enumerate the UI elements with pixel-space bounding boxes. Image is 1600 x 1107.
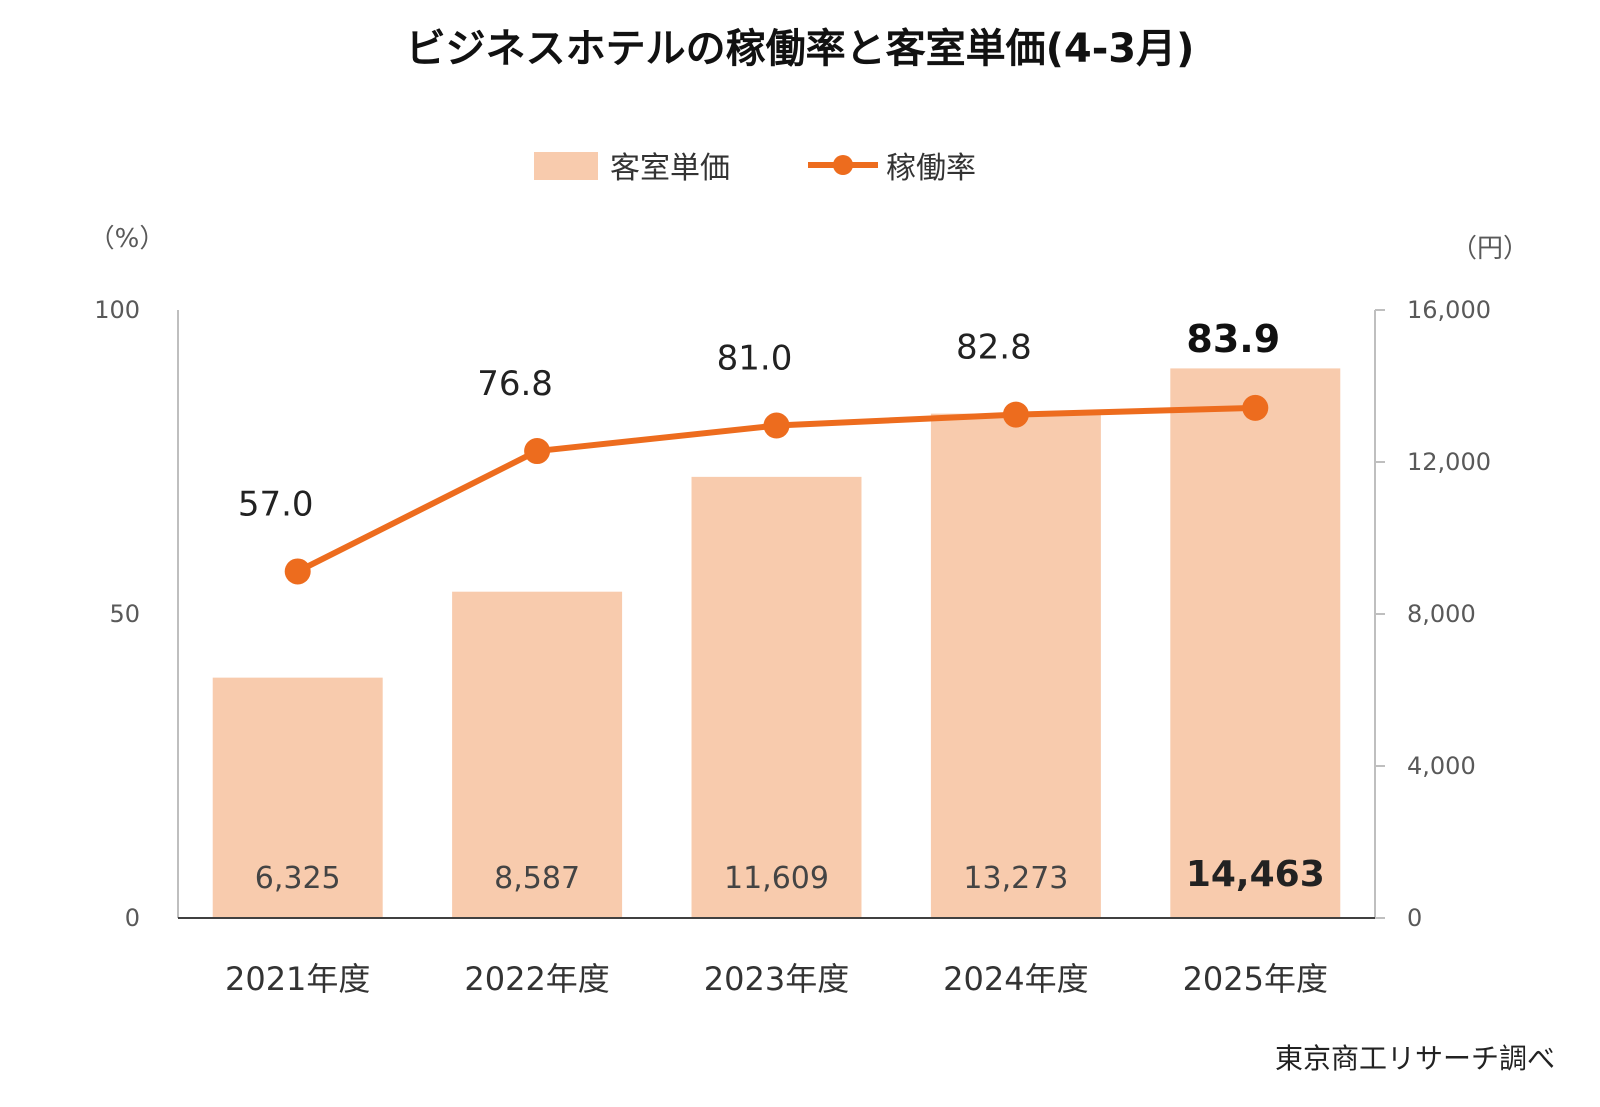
source-note: 東京商工リサーチ調べ <box>1275 1042 1555 1075</box>
right-axis-unit: （円） <box>1451 234 1529 264</box>
category-label: 2025年度 <box>1183 960 1328 998</box>
right-tick-label: 0 <box>1407 904 1422 932</box>
bar-1 <box>452 591 623 918</box>
rate-marker <box>763 412 790 439</box>
bar-2 <box>691 476 862 918</box>
legend: 客室単価 稼働率 <box>534 151 976 186</box>
rate-marker <box>1002 401 1029 428</box>
rate-marker <box>524 438 551 465</box>
rate-marker <box>284 558 311 585</box>
plot-area: 0 50 100 0 4,000 8,000 12,000 16,000 2021年度 2022年… <box>94 296 1491 998</box>
category-label: 2022年度 <box>464 960 609 998</box>
category-label: 2024年度 <box>943 960 1088 998</box>
category-label: 2021年度 <box>225 960 370 998</box>
bar-value-label: 14,463 <box>1186 854 1325 895</box>
chart-title: ビジネスホテルの稼働率と客室単価(4-3月) <box>406 26 1195 72</box>
bar-3 <box>930 413 1101 918</box>
rate-value-label: 76.8 <box>477 364 553 404</box>
left-tick-label: 50 <box>109 600 140 628</box>
bar-value-label: 8,587 <box>494 861 580 896</box>
right-tick-label: 8,000 <box>1407 600 1476 628</box>
bar-0 <box>212 677 383 918</box>
left-tick-label: 100 <box>94 296 140 324</box>
bar-value-label: 11,609 <box>724 861 829 896</box>
left-tick-label: 0 <box>125 904 140 932</box>
bar-value-label: 6,325 <box>255 861 341 896</box>
legend-swatch-bar <box>534 152 598 180</box>
right-tick-label: 16,000 <box>1407 296 1491 324</box>
right-tick-label: 12,000 <box>1407 448 1491 476</box>
right-tick-label: 4,000 <box>1407 752 1476 780</box>
bar-4 <box>1170 368 1341 918</box>
rate-marker <box>1242 394 1269 421</box>
rate-value-label: 82.8 <box>956 328 1032 368</box>
rate-value-label: 83.9 <box>1186 317 1280 361</box>
bar-value-label: 13,273 <box>963 861 1068 896</box>
rate-value-label: 57.0 <box>238 484 314 524</box>
rate-value-label: 81.0 <box>717 339 793 379</box>
legend-label-bar: 客室単価 <box>610 151 730 186</box>
left-axis-unit: （%） <box>89 224 166 254</box>
legend-label-line: 稼働率 <box>886 151 976 186</box>
legend-swatch-marker <box>833 155 853 175</box>
category-label: 2023年度 <box>704 960 849 998</box>
